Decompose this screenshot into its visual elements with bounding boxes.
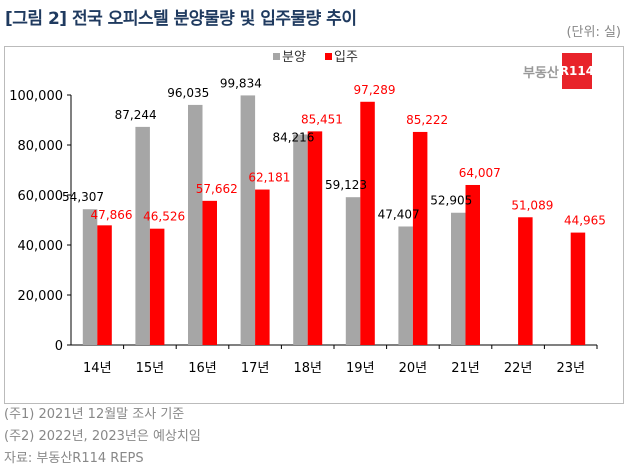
bar-분양 <box>451 212 466 345</box>
y-tick-label: 0 <box>55 339 63 354</box>
note-2: (주2) 2022년, 2023년은 예상치임 <box>4 429 201 444</box>
data-label: 46,526 <box>143 210 185 224</box>
x-tick-label: 15년 <box>136 361 165 376</box>
bar-입주 <box>465 184 480 345</box>
x-tick-label: 22년 <box>504 361 533 376</box>
data-label: 47,866 <box>91 208 133 222</box>
x-tick-label: 18년 <box>293 361 322 376</box>
data-label: 57,662 <box>196 182 238 196</box>
x-tick-label: 20년 <box>399 361 428 376</box>
bar-입주 <box>97 225 112 345</box>
bar-입주 <box>360 101 375 345</box>
x-tick-label: 16년 <box>188 361 217 376</box>
y-tick-label: 80,000 <box>18 139 64 154</box>
y-tick-label: 40,000 <box>18 239 64 254</box>
legend-swatch <box>325 53 332 60</box>
y-tick-label: 60,000 <box>18 189 64 204</box>
chart-frame <box>4 46 624 404</box>
x-tick-label: 14년 <box>83 361 112 376</box>
data-label: 85,451 <box>301 112 343 126</box>
data-label: 47,407 <box>378 207 420 221</box>
legend-swatch <box>273 53 280 60</box>
data-label: 99,834 <box>220 76 262 90</box>
data-label: 62,181 <box>248 171 290 185</box>
bar-분양 <box>82 209 98 345</box>
data-label: 64,007 <box>459 166 501 180</box>
bar-분양 <box>135 126 150 345</box>
chart-title: [그림 2] 전국 오피스텔 분양물량 및 입주물량 추이 <box>5 9 357 29</box>
bar-분양 <box>398 226 413 345</box>
logo-text: 부동산 <box>523 65 559 81</box>
y-tick-label: 100,000 <box>9 89 63 104</box>
x-tick-label: 23년 <box>556 361 585 376</box>
data-label: 97,289 <box>354 83 396 97</box>
bar-입주 <box>412 131 428 345</box>
bar-입주 <box>255 189 270 345</box>
legend-label: 입주 <box>334 50 358 65</box>
bar-분양 <box>293 134 308 345</box>
data-label: 87,244 <box>115 108 157 122</box>
legend-label: 분양 <box>282 50 306 65</box>
bar-입주 <box>307 131 323 345</box>
data-label: 51,089 <box>511 198 553 212</box>
bar-입주 <box>149 228 165 345</box>
x-tick-label: 21년 <box>451 361 480 376</box>
data-label: 54,307 <box>62 190 104 204</box>
data-label: 96,035 <box>167 86 209 100</box>
bar-분양 <box>240 95 256 345</box>
note-1: (주1) 2021년 12월말 조사 기준 <box>4 407 185 422</box>
data-label: 84,216 <box>272 130 314 144</box>
logo: 부동산 R114 <box>523 53 594 89</box>
data-label: 44,965 <box>564 214 606 228</box>
bar-분양 <box>345 197 361 345</box>
bar-분양 <box>188 104 203 345</box>
unit-label: (단위: 실) <box>566 25 621 40</box>
data-label: 52,905 <box>430 194 472 208</box>
logo-badge: R114 <box>560 53 594 89</box>
bar-입주 <box>202 200 217 345</box>
data-label: 59,123 <box>325 178 367 192</box>
bar-입주 <box>570 232 586 345</box>
x-tick-label: 19년 <box>346 361 375 376</box>
source-note: 자료: 부동산R114 REPS <box>4 451 144 466</box>
bar-입주 <box>518 217 533 345</box>
x-tick-label: 17년 <box>241 361 270 376</box>
data-label: 85,222 <box>406 113 448 127</box>
y-tick-label: 20,000 <box>18 289 64 304</box>
